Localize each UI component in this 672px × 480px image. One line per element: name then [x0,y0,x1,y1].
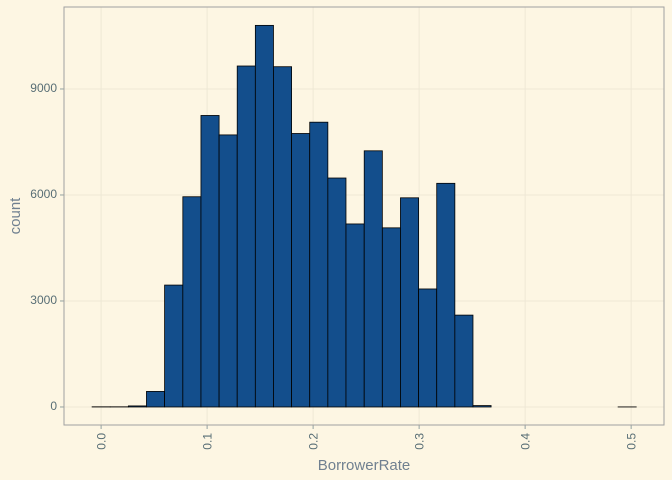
bar [218,134,238,408]
bar [363,150,383,408]
bar [164,284,184,408]
x-tick-label: 0.5 [624,433,638,450]
x-tick-label: 0.2 [306,433,320,450]
bar [472,405,492,408]
x-tick-label: 0.1 [200,433,214,450]
bar [381,227,401,408]
bar [127,405,147,408]
x-axis-title: BorrowerRate [318,457,411,474]
bar [254,24,274,408]
y-tick-label: 6000 [30,187,57,201]
bar [309,121,329,408]
x-tick-label: 0.0 [94,433,108,450]
bar [273,66,292,408]
panel-border [63,6,665,426]
bar [236,65,256,408]
x-tick-label: 0.4 [518,433,532,450]
y-axis-title: count [7,197,24,235]
x-tick-label: 0.3 [412,433,426,450]
y-tick-label: 9000 [30,81,57,95]
y-tick-label: 3000 [30,293,57,307]
bar [327,177,347,408]
bar [454,314,474,408]
bar [436,182,456,408]
y-tick-label: 0 [50,399,57,413]
bar [200,115,220,408]
bar [345,223,365,408]
bar [146,391,166,408]
bar [182,196,202,408]
bar [418,288,438,408]
bar [400,197,419,408]
bar [291,133,311,408]
